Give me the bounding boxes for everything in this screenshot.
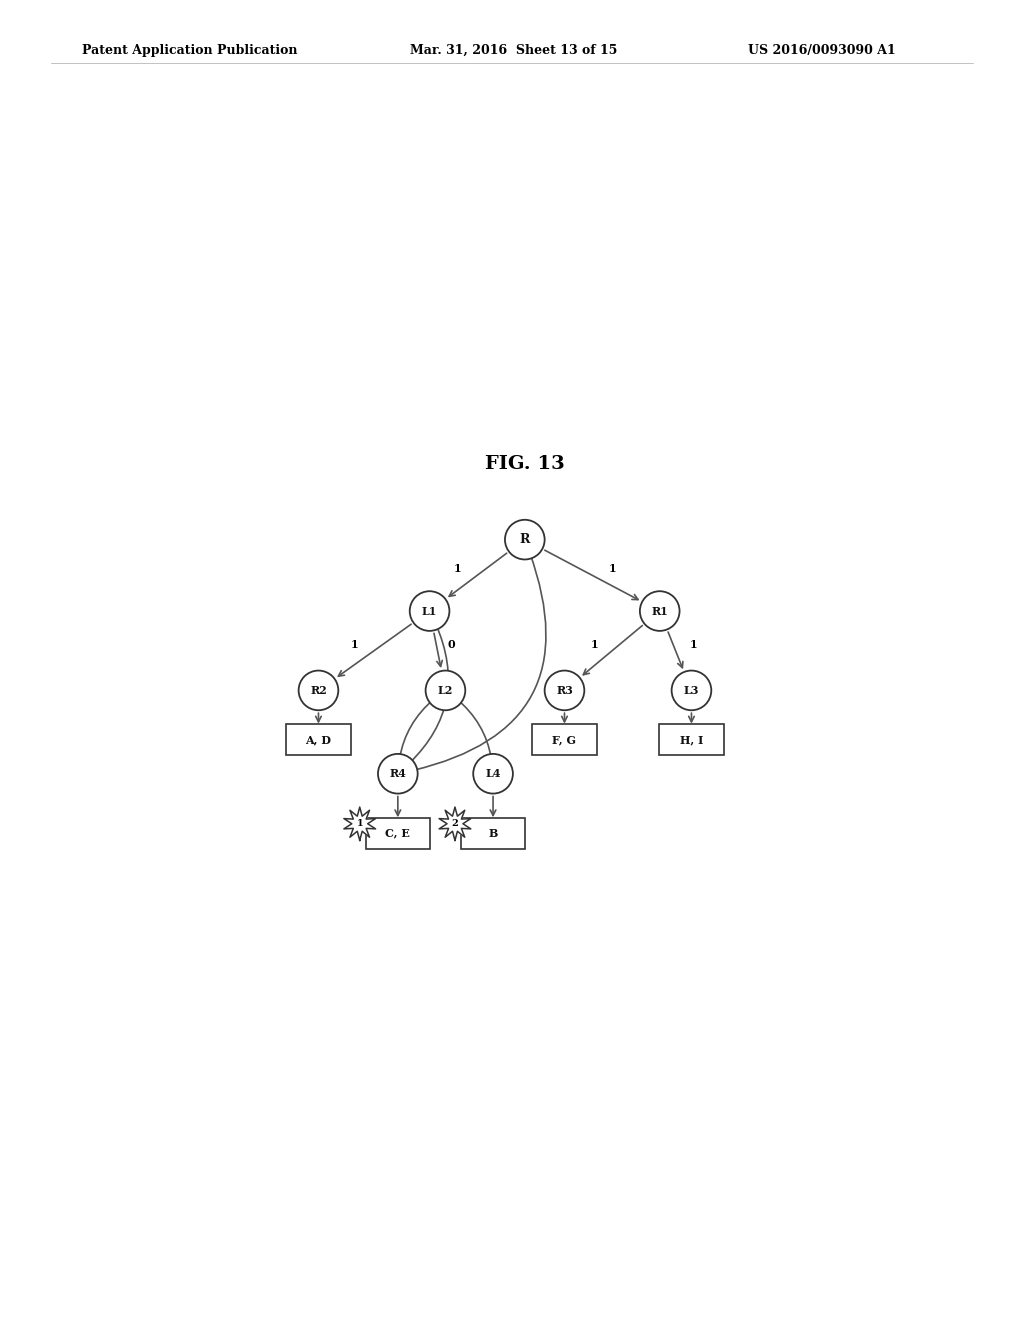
Text: 1: 1 xyxy=(356,820,364,828)
Circle shape xyxy=(378,754,418,793)
Circle shape xyxy=(410,591,450,631)
Circle shape xyxy=(672,671,712,710)
FancyBboxPatch shape xyxy=(659,725,724,755)
Text: 1: 1 xyxy=(350,639,358,649)
FancyArrowPatch shape xyxy=(399,698,434,758)
Text: R4: R4 xyxy=(389,768,407,779)
Text: L2: L2 xyxy=(437,685,454,696)
Circle shape xyxy=(545,671,585,710)
Text: 1: 1 xyxy=(454,564,461,574)
Text: Patent Application Publication: Patent Application Publication xyxy=(82,44,297,57)
Text: B: B xyxy=(488,828,498,838)
FancyBboxPatch shape xyxy=(461,818,525,849)
Text: R2: R2 xyxy=(310,685,327,696)
Text: Mar. 31, 2016  Sheet 13 of 15: Mar. 31, 2016 Sheet 13 of 15 xyxy=(410,44,617,57)
Text: 0: 0 xyxy=(447,639,456,649)
Text: R1: R1 xyxy=(651,606,668,616)
Text: F, G: F, G xyxy=(553,734,577,744)
FancyArrowPatch shape xyxy=(414,553,546,771)
Text: US 2016/0093090 A1: US 2016/0093090 A1 xyxy=(748,44,895,57)
Circle shape xyxy=(505,520,545,560)
Text: FIG. 13: FIG. 13 xyxy=(485,455,564,474)
Text: H, I: H, I xyxy=(680,734,703,744)
Text: 2: 2 xyxy=(452,820,459,828)
Text: R3: R3 xyxy=(556,685,572,696)
Text: 1: 1 xyxy=(689,639,697,649)
Circle shape xyxy=(299,671,338,710)
Text: L4: L4 xyxy=(485,768,501,779)
Polygon shape xyxy=(344,807,376,841)
FancyArrowPatch shape xyxy=(457,698,492,758)
Text: R: R xyxy=(519,533,530,546)
Text: C, E: C, E xyxy=(385,828,411,838)
Text: 1: 1 xyxy=(608,564,615,574)
FancyBboxPatch shape xyxy=(532,725,597,755)
Text: L1: L1 xyxy=(422,606,437,616)
Text: L3: L3 xyxy=(684,685,699,696)
Circle shape xyxy=(473,754,513,793)
Text: 1: 1 xyxy=(591,639,598,649)
Circle shape xyxy=(640,591,680,631)
Text: A, D: A, D xyxy=(305,734,332,744)
Circle shape xyxy=(426,671,465,710)
FancyBboxPatch shape xyxy=(287,725,350,755)
Polygon shape xyxy=(439,807,471,841)
FancyArrowPatch shape xyxy=(410,623,449,763)
FancyBboxPatch shape xyxy=(366,818,430,849)
